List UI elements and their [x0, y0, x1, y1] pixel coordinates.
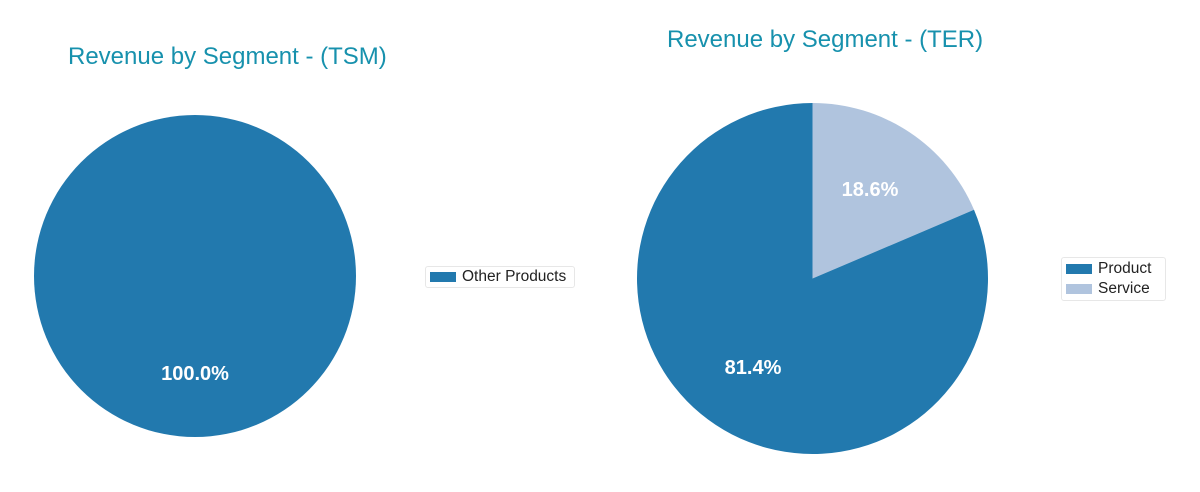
svg-text:18.6%: 18.6% [842, 179, 899, 201]
svg-text:100.0%: 100.0% [161, 363, 229, 385]
svg-text:81.4%: 81.4% [725, 357, 782, 379]
